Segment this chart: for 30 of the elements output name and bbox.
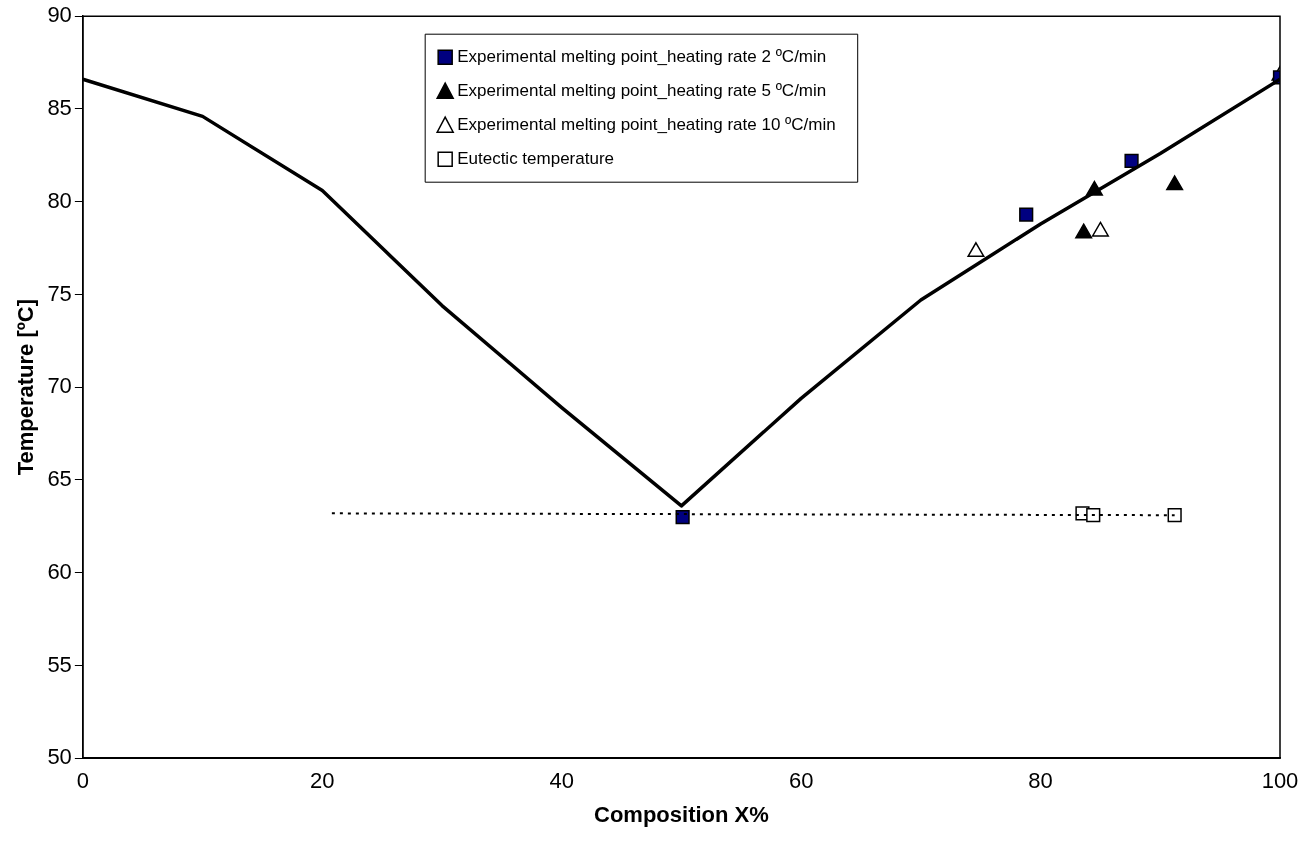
y-tick-label: 70 <box>47 373 72 399</box>
legend-label: Experimental melting point_heating rate 2 ºC/min <box>457 46 827 66</box>
x-tick-label: 40 <box>549 768 574 794</box>
y-tick-label: 80 <box>47 187 72 213</box>
point <box>1019 207 1034 222</box>
y-tick-label: 85 <box>47 95 72 121</box>
y-tick-label: 55 <box>47 651 72 677</box>
y-tick-label: 65 <box>47 466 72 492</box>
point <box>1091 221 1109 237</box>
y-tick-label: 60 <box>47 558 72 584</box>
y-tick-label: 90 <box>47 2 72 28</box>
x-tick-label: 80 <box>1028 768 1053 794</box>
legend-label: Experimental melting point_heating rate 10 ºC/min <box>457 114 836 134</box>
point <box>1086 508 1101 523</box>
point <box>1167 508 1182 523</box>
legend-label: Eutectic temperature <box>457 148 615 168</box>
point <box>1075 223 1093 239</box>
y-tick-label: 50 <box>47 744 72 770</box>
y-axis-title: Temperature [ºC] <box>13 299 39 476</box>
point <box>675 509 690 525</box>
x-axis-title: Composition X% <box>594 801 769 827</box>
x-tick-label: 60 <box>788 768 814 794</box>
point <box>967 242 985 258</box>
legend-label: Experimental melting point_heating rate 5 ºC/min <box>457 80 827 100</box>
x-tick-label: 0 <box>76 768 89 794</box>
y-tick-label: 75 <box>47 280 72 306</box>
point <box>1166 175 1184 191</box>
x-tick-label: 100 <box>1261 768 1299 794</box>
point <box>1124 153 1139 168</box>
x-tick-label: 20 <box>310 768 335 794</box>
